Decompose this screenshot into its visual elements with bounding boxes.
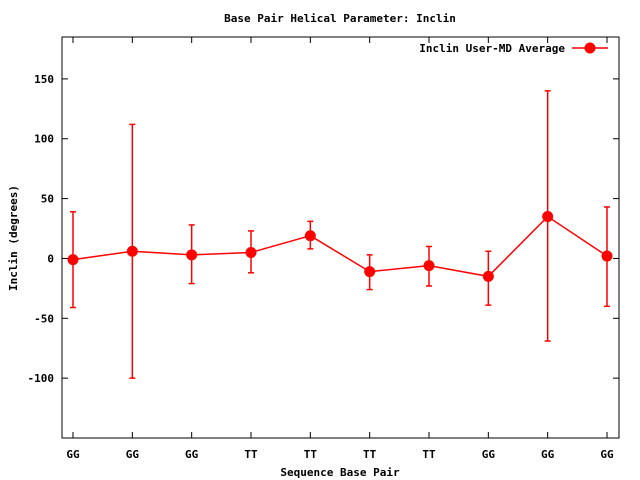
- data-point: [542, 211, 554, 223]
- x-tick-label: GG: [185, 448, 199, 461]
- data-point: [126, 245, 138, 257]
- data-point: [67, 254, 79, 266]
- x-tick-label: GG: [600, 448, 614, 461]
- x-tick-label: GG: [482, 448, 496, 461]
- y-tick-label: 0: [47, 252, 54, 265]
- x-tick-label: TT: [422, 448, 436, 461]
- x-tick-label: TT: [363, 448, 377, 461]
- series-layer: [67, 90, 613, 379]
- x-axis: GG GG GG TT TT TT TT GG GG GG: [66, 37, 614, 461]
- y-tick-label: -100: [28, 372, 55, 385]
- plot-frame: [61, 36, 620, 439]
- series-line: [72, 215, 608, 278]
- data-point: [364, 266, 376, 278]
- data-point: [482, 270, 494, 282]
- y-tick-label: 100: [34, 133, 54, 146]
- x-tick-label: GG: [126, 448, 140, 461]
- x-tick-label: GG: [541, 448, 555, 461]
- x-tick-label: GG: [66, 448, 80, 461]
- data-point: [245, 246, 257, 258]
- y-tick-label: -50: [34, 312, 54, 325]
- x-tick-label: TT: [244, 448, 258, 461]
- y-tick-label: 50: [41, 193, 54, 206]
- chart-title: Base Pair Helical Parameter: Inclin: [224, 12, 456, 25]
- x-tick-label: TT: [304, 448, 318, 461]
- legend-label: Inclin User-MD Average: [419, 42, 565, 55]
- data-point: [186, 249, 198, 261]
- y-axis: -100 -50 0 50 100 150: [28, 73, 619, 385]
- legend: Inclin User-MD Average: [419, 42, 608, 55]
- data-point: [601, 250, 613, 262]
- legend-marker: [584, 42, 596, 54]
- data-point: [304, 230, 316, 242]
- y-axis-label: Inclin (degrees): [7, 185, 20, 291]
- y-tick-label: 150: [34, 73, 54, 86]
- data-point: [423, 260, 435, 272]
- x-axis-label: Sequence Base Pair: [280, 466, 400, 479]
